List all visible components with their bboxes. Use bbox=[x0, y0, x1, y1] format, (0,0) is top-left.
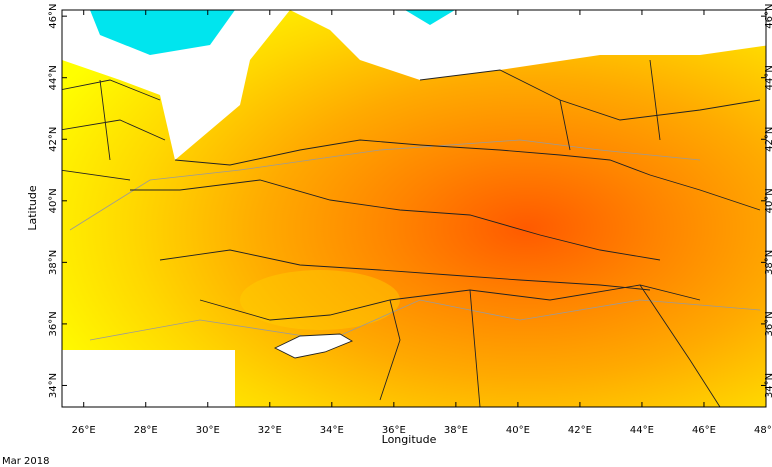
y-tick-label: 42°N bbox=[48, 127, 59, 152]
axes: 26°E 28°E 30°E 32°E 34°E 36°E 38°E 40°E 42°E 44°E… bbox=[48, 4, 772, 436]
cyan-region bbox=[405, 10, 455, 25]
contour bbox=[89, 299, 761, 341]
map-area bbox=[62, 10, 766, 407]
border bbox=[159, 249, 651, 291]
x-tick-label: 32°E bbox=[258, 425, 282, 436]
border bbox=[419, 59, 761, 151]
y-tick-label: 36°N bbox=[48, 311, 59, 336]
no-data-north bbox=[290, 10, 766, 80]
y-tick-label: 46°N bbox=[48, 4, 59, 29]
y-tick-label: 34°N bbox=[764, 373, 772, 398]
x-tick-label: 42°E bbox=[568, 425, 592, 436]
no-data-south bbox=[62, 350, 235, 407]
field-patch bbox=[240, 270, 400, 330]
y-tick-label: 46°N bbox=[764, 4, 772, 29]
y-tick-label: 44°N bbox=[48, 65, 59, 90]
x-tick-label: 44°E bbox=[630, 425, 654, 436]
cyprus bbox=[273, 333, 354, 359]
coastline bbox=[174, 139, 761, 211]
x-tick-label: 38°E bbox=[444, 425, 468, 436]
border bbox=[62, 79, 166, 181]
y-tick-label: 42°N bbox=[764, 127, 772, 152]
y-tick-label: 34°N bbox=[48, 373, 59, 398]
x-tick-label: 26°E bbox=[72, 425, 96, 436]
x-tick-label: 28°E bbox=[134, 425, 158, 436]
y-tick-label: 38°N bbox=[764, 250, 772, 275]
border bbox=[199, 284, 701, 321]
frame bbox=[61, 9, 767, 408]
x-tick-label: 46°E bbox=[692, 425, 716, 436]
contour bbox=[69, 139, 701, 231]
x-tick-label: 48°E bbox=[754, 425, 772, 436]
x-axis-label: Longitude bbox=[382, 433, 437, 446]
border bbox=[379, 284, 721, 407]
x-tick-label: 30°E bbox=[196, 425, 220, 436]
y-axis-label: Latitude bbox=[26, 185, 39, 231]
y-tick-label: 40°N bbox=[48, 188, 59, 213]
date-caption: Mar 2018 bbox=[2, 456, 50, 467]
y-tick-label: 44°N bbox=[764, 65, 772, 90]
cyan-region bbox=[90, 10, 235, 55]
y-tick-label: 36°N bbox=[764, 311, 772, 336]
y-tick-label: 38°N bbox=[48, 250, 59, 275]
x-tick-label: 36°E bbox=[382, 425, 406, 436]
x-tick-label: 40°E bbox=[506, 425, 530, 436]
black-sea-west bbox=[62, 10, 290, 160]
x-tick-label: 34°E bbox=[320, 425, 344, 436]
border bbox=[130, 179, 661, 261]
y-tick-label: 40°N bbox=[764, 188, 772, 213]
